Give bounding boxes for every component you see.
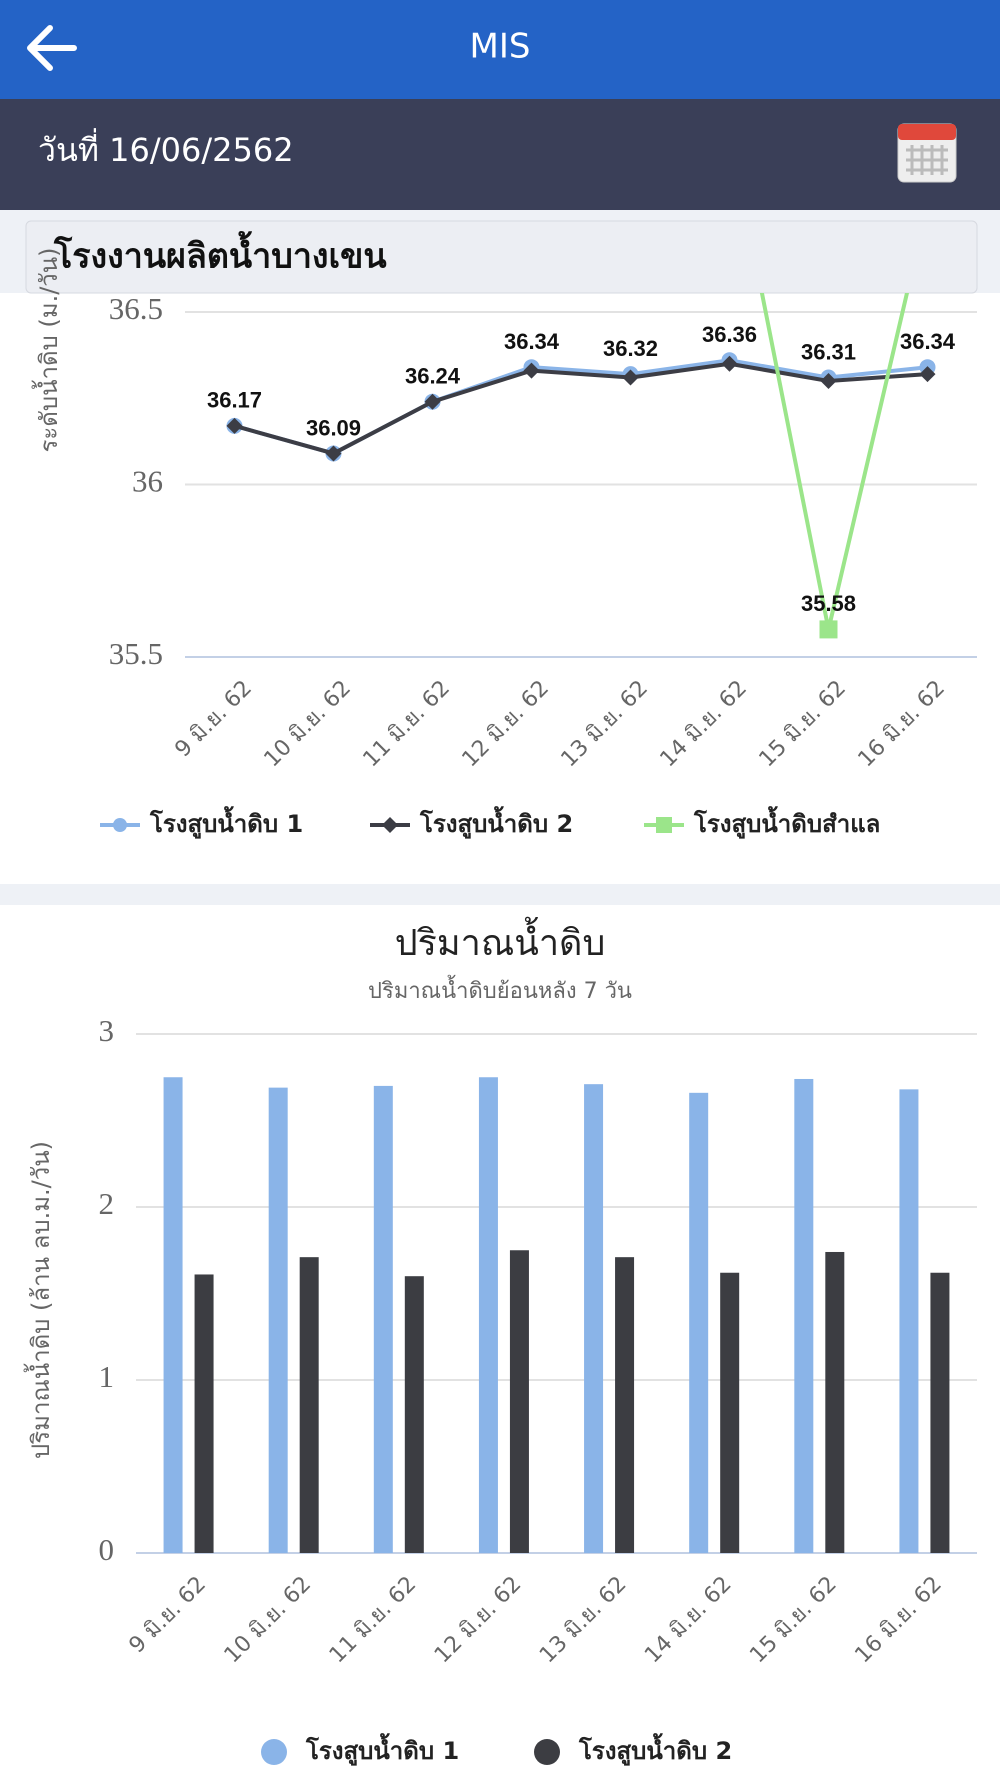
back-button[interactable] <box>27 25 77 71</box>
calendar-top <box>898 124 956 140</box>
bar <box>478 1077 498 1553</box>
chart-subtitle: ปริมาณน้ำดิบย้อนหลัง 7 วัน <box>368 975 632 1004</box>
y-tick-label: 36.5 <box>109 291 163 326</box>
legend-label: โรงสูบน้ำดิบ 1 <box>149 805 303 839</box>
bar <box>268 1087 288 1553</box>
data-label: 35.58 <box>801 591 856 616</box>
point <box>819 620 838 639</box>
series-line <box>233 361 928 456</box>
calendar-button[interactable] <box>897 123 957 183</box>
point <box>622 369 639 386</box>
y-tick-label: 0 <box>99 1532 115 1567</box>
bar <box>194 1274 214 1553</box>
y-tick-label: 1 <box>99 1359 115 1394</box>
bar <box>584 1084 604 1553</box>
legend-label: โรงสูบน้ำดิบ 1 <box>305 1732 459 1766</box>
bar <box>689 1092 709 1553</box>
bar <box>899 1089 919 1553</box>
bar <box>615 1257 635 1553</box>
y-tick-label: 2 <box>99 1186 115 1221</box>
x-tick-label: 12 มิ.ย. 62 <box>430 1572 526 1668</box>
legend-marker <box>656 817 672 833</box>
y-tick-label: 35.5 <box>109 636 163 671</box>
data-label: 36.36 <box>702 322 757 347</box>
legend-marker <box>113 818 127 832</box>
bar <box>930 1272 950 1553</box>
x-tick-label: 14 มิ.ย. 62 <box>640 1572 736 1668</box>
legend-marker <box>261 1739 287 1765</box>
legend-label: โรงสูบน้ำดิบ 2 <box>419 805 573 839</box>
y-axis-label: ปริมาณน้ำดิบ (ล้าน ลบ.ม./วัน) <box>23 1141 55 1459</box>
bar <box>404 1276 424 1553</box>
x-tick-label: 16 มิ.ย. 62 <box>854 676 950 772</box>
section-title: โรงงานผลิตน้ำบางเขน <box>53 231 387 277</box>
point <box>325 445 342 462</box>
date-label: วันที่ 16/06/2562 <box>38 128 294 169</box>
y-tick-label: 36 <box>132 464 163 499</box>
point <box>919 366 936 383</box>
point <box>721 355 738 372</box>
x-tick-label: 10 มิ.ย. 62 <box>260 676 356 772</box>
bar <box>794 1078 814 1553</box>
data-label: 36.34 <box>504 329 560 354</box>
x-tick-label: 12 มิ.ย. 62 <box>458 676 554 772</box>
data-label: 36.32 <box>603 336 658 361</box>
data-label: 36.24 <box>405 364 461 389</box>
app-bar <box>0 0 1000 99</box>
x-tick-label: 10 มิ.ย. 62 <box>220 1572 316 1668</box>
data-label: 36.17 <box>207 388 262 413</box>
x-tick-label: 13 มิ.ย. 62 <box>557 676 653 772</box>
x-tick-label: 16 มิ.ย. 62 <box>851 1572 947 1668</box>
x-tick-label: 11 มิ.ย. 62 <box>325 1572 421 1668</box>
separator <box>0 884 1000 905</box>
data-label: 36.34 <box>900 329 956 354</box>
back-arrow[interactable] <box>27 25 77 71</box>
data-label: 36.31 <box>801 339 856 364</box>
plot-area: 36.17 36.09 36.24 36.34 36.32 36.36 36.31 36.34… <box>207 293 956 639</box>
y-axis-label: ระดับน้ำดิบ (ม./วัน) <box>31 247 63 452</box>
x-tick-label: 15 มิ.ย. 62 <box>745 1572 841 1668</box>
bar <box>299 1257 319 1553</box>
x-tick-label: 9 มิ.ย. 62 <box>170 676 257 763</box>
bar <box>825 1251 845 1553</box>
point <box>226 417 243 434</box>
legend-label: โรงสูบน้ำดิบสำแล <box>693 805 880 839</box>
legend-marker <box>534 1739 560 1765</box>
point <box>523 362 540 379</box>
date-bar <box>0 99 1000 210</box>
x-tick-label: 14 มิ.ย. 62 <box>656 676 752 772</box>
x-tick-label: 15 มิ.ย. 62 <box>755 676 851 772</box>
x-tick-label: 13 มิ.ย. 62 <box>535 1572 631 1668</box>
data-label: 36.09 <box>306 415 361 440</box>
bar <box>509 1250 529 1553</box>
section-card <box>25 220 978 294</box>
app-title: MIS <box>470 27 531 67</box>
point <box>424 393 441 410</box>
bar <box>720 1272 740 1553</box>
chart-title: ปริมาณน้ำดิบ <box>395 916 606 964</box>
bar <box>163 1077 183 1553</box>
legend-label: โรงสูบน้ำดิบ 2 <box>578 1732 732 1766</box>
x-tick-label: 11 มิ.ย. 62 <box>359 676 455 772</box>
calendar-grid <box>906 145 948 175</box>
bar <box>373 1085 393 1553</box>
legend-marker <box>382 817 398 833</box>
point <box>820 373 837 389</box>
x-tick-label: 9 มิ.ย. 62 <box>125 1572 212 1659</box>
y-tick-label: 3 <box>99 1013 115 1048</box>
